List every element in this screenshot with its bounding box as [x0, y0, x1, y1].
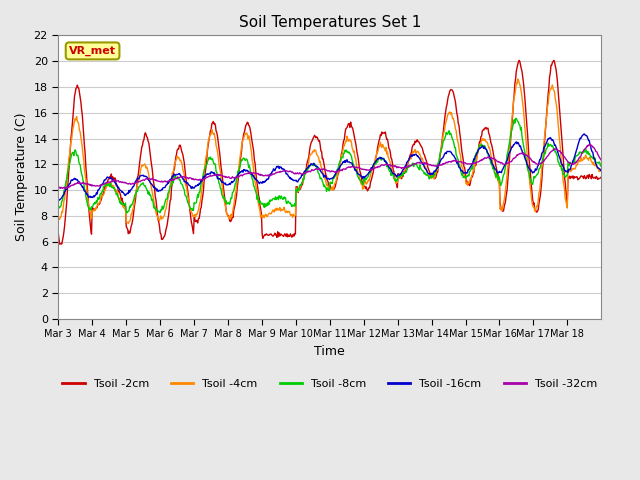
Tsoil -2cm	[246, 123, 253, 129]
Tsoil -8cm	[387, 168, 394, 173]
Tsoil -32cm	[586, 142, 593, 147]
Tsoil -32cm	[387, 163, 394, 168]
Tsoil -4cm	[118, 201, 126, 206]
Tsoil -4cm	[219, 185, 227, 191]
Title: Soil Temperatures Set 1: Soil Temperatures Set 1	[239, 15, 421, 30]
Tsoil -4cm	[246, 136, 253, 142]
Line: Tsoil -2cm: Tsoil -2cm	[58, 60, 601, 244]
Tsoil -8cm	[417, 166, 424, 171]
Tsoil -16cm	[54, 197, 62, 203]
Tsoil -8cm	[246, 163, 253, 168]
Tsoil -16cm	[219, 179, 227, 184]
Tsoil -2cm	[387, 149, 394, 155]
Tsoil -16cm	[266, 171, 274, 177]
Tsoil -8cm	[219, 193, 227, 199]
Tsoil -32cm	[246, 171, 253, 177]
Tsoil -4cm	[124, 220, 132, 226]
Tsoil -32cm	[62, 186, 70, 192]
Tsoil -8cm	[123, 210, 131, 216]
Line: Tsoil -32cm: Tsoil -32cm	[58, 144, 601, 189]
Tsoil -16cm	[246, 170, 253, 176]
X-axis label: Time: Time	[314, 345, 345, 358]
Tsoil -4cm	[387, 160, 394, 166]
Tsoil -4cm	[514, 76, 522, 82]
Tsoil -4cm	[54, 215, 62, 220]
Tsoil -2cm	[417, 143, 424, 148]
Y-axis label: Soil Temperature (C): Soil Temperature (C)	[15, 113, 28, 241]
Tsoil -16cm	[387, 166, 394, 171]
Tsoil -2cm	[266, 231, 274, 237]
Tsoil -32cm	[597, 157, 605, 163]
Line: Tsoil -16cm: Tsoil -16cm	[58, 134, 601, 201]
Tsoil -4cm	[266, 211, 274, 216]
Tsoil -16cm	[597, 168, 605, 173]
Tsoil -16cm	[580, 131, 588, 137]
Tsoil -8cm	[266, 197, 274, 203]
Tsoil -32cm	[219, 173, 227, 179]
Tsoil -2cm	[58, 241, 66, 247]
Legend: Tsoil -2cm, Tsoil -4cm, Tsoil -8cm, Tsoil -16cm, Tsoil -32cm: Tsoil -2cm, Tsoil -4cm, Tsoil -8cm, Tsoi…	[58, 374, 602, 393]
Tsoil -8cm	[512, 116, 520, 121]
Tsoil -4cm	[597, 166, 605, 171]
Tsoil -32cm	[266, 173, 274, 179]
Text: VR_met: VR_met	[69, 46, 116, 56]
Tsoil -2cm	[54, 230, 62, 236]
Tsoil -16cm	[417, 158, 424, 164]
Line: Tsoil -4cm: Tsoil -4cm	[58, 79, 601, 223]
Tsoil -2cm	[550, 58, 557, 63]
Tsoil -2cm	[119, 198, 127, 204]
Tsoil -16cm	[119, 189, 127, 195]
Tsoil -32cm	[119, 179, 127, 185]
Tsoil -16cm	[55, 198, 63, 204]
Tsoil -2cm	[219, 176, 227, 182]
Line: Tsoil -8cm: Tsoil -8cm	[58, 119, 601, 213]
Tsoil -8cm	[118, 200, 126, 206]
Tsoil -8cm	[597, 162, 605, 168]
Tsoil -8cm	[54, 204, 62, 209]
Tsoil -4cm	[417, 154, 424, 160]
Tsoil -2cm	[597, 174, 605, 180]
Tsoil -32cm	[54, 184, 62, 190]
Tsoil -32cm	[417, 160, 424, 166]
